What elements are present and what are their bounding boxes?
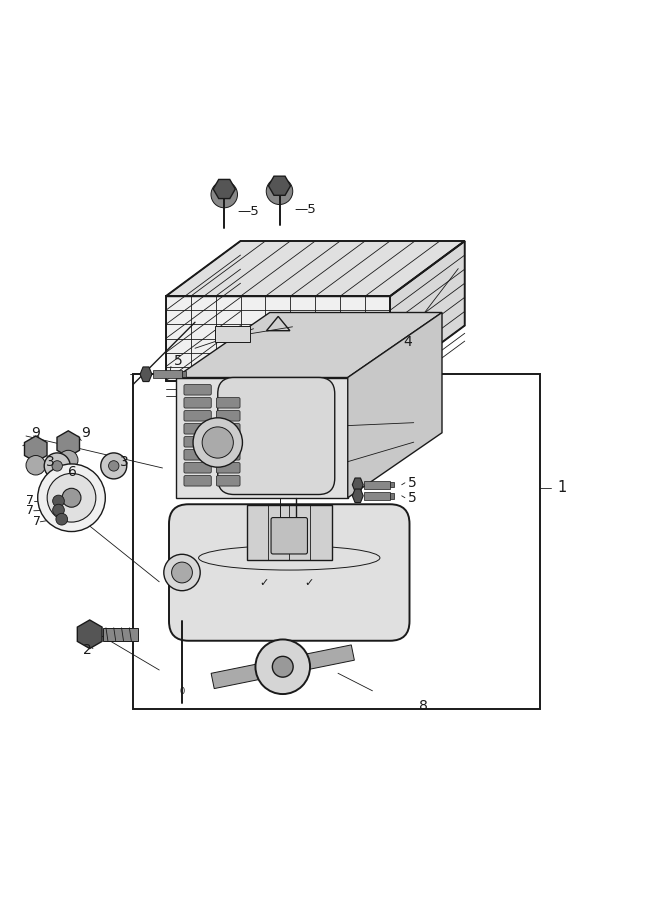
FancyBboxPatch shape <box>169 505 410 640</box>
FancyBboxPatch shape <box>216 450 240 460</box>
Polygon shape <box>25 436 47 462</box>
Circle shape <box>193 418 242 468</box>
Circle shape <box>53 505 64 516</box>
Circle shape <box>266 178 292 204</box>
Text: $\checkmark$: $\checkmark$ <box>304 578 313 588</box>
FancyBboxPatch shape <box>184 410 211 421</box>
FancyBboxPatch shape <box>184 423 211 434</box>
Text: 5: 5 <box>174 354 183 369</box>
Text: 3: 3 <box>120 455 129 469</box>
Circle shape <box>101 453 127 479</box>
Bar <box>133 374 540 709</box>
FancyBboxPatch shape <box>184 437 211 447</box>
Text: $\checkmark$: $\checkmark$ <box>259 578 268 588</box>
Bar <box>214 325 250 342</box>
FancyBboxPatch shape <box>184 476 211 486</box>
Circle shape <box>202 427 233 458</box>
Text: 3: 3 <box>46 455 54 469</box>
Polygon shape <box>352 489 363 503</box>
Bar <box>153 370 182 379</box>
Text: 7: 7 <box>26 494 34 507</box>
Polygon shape <box>140 367 152 382</box>
FancyBboxPatch shape <box>271 517 307 554</box>
Polygon shape <box>352 478 363 492</box>
Polygon shape <box>211 645 354 688</box>
Text: 9: 9 <box>81 426 90 440</box>
Text: 2: 2 <box>83 643 92 658</box>
Circle shape <box>211 181 237 208</box>
Circle shape <box>56 514 68 525</box>
Bar <box>364 480 390 489</box>
Circle shape <box>44 453 70 479</box>
Bar <box>364 492 390 500</box>
FancyBboxPatch shape <box>218 378 335 494</box>
FancyBboxPatch shape <box>184 463 211 473</box>
FancyBboxPatch shape <box>184 450 211 460</box>
Polygon shape <box>390 241 465 381</box>
Circle shape <box>255 639 310 694</box>
Text: 7: 7 <box>32 516 40 529</box>
Text: 4: 4 <box>403 334 411 348</box>
Bar <box>390 493 394 499</box>
Circle shape <box>47 473 96 522</box>
Text: 8: 8 <box>419 699 428 712</box>
Polygon shape <box>166 297 390 381</box>
Circle shape <box>172 562 192 583</box>
FancyBboxPatch shape <box>184 397 211 408</box>
FancyBboxPatch shape <box>216 476 240 486</box>
FancyBboxPatch shape <box>216 437 240 447</box>
Circle shape <box>62 488 81 507</box>
Text: 0: 0 <box>179 687 185 696</box>
Circle shape <box>26 456 46 475</box>
Polygon shape <box>176 312 442 378</box>
Circle shape <box>38 464 105 531</box>
Text: 5: 5 <box>408 476 417 490</box>
Circle shape <box>164 554 200 590</box>
Bar <box>390 482 394 488</box>
Text: —5: —5 <box>294 203 316 216</box>
Polygon shape <box>213 179 235 199</box>
FancyBboxPatch shape <box>216 423 240 434</box>
Text: 1: 1 <box>558 480 567 495</box>
Circle shape <box>272 656 293 677</box>
Text: 9: 9 <box>31 426 40 440</box>
Polygon shape <box>176 378 348 498</box>
Circle shape <box>52 461 62 471</box>
FancyBboxPatch shape <box>184 384 211 395</box>
Text: 6: 6 <box>68 465 77 479</box>
Polygon shape <box>268 176 291 195</box>
FancyBboxPatch shape <box>216 463 240 473</box>
Polygon shape <box>166 241 465 297</box>
Circle shape <box>58 450 78 469</box>
Polygon shape <box>77 620 102 649</box>
FancyBboxPatch shape <box>216 397 240 408</box>
FancyBboxPatch shape <box>216 410 240 421</box>
Text: 7: 7 <box>26 505 34 517</box>
Bar <box>103 627 138 640</box>
Circle shape <box>53 495 64 507</box>
Circle shape <box>109 461 119 471</box>
Bar <box>182 371 187 377</box>
Text: 5: 5 <box>408 491 417 505</box>
Polygon shape <box>57 431 79 456</box>
Bar <box>247 505 332 560</box>
Text: —5: —5 <box>237 205 259 218</box>
Polygon shape <box>348 312 442 498</box>
